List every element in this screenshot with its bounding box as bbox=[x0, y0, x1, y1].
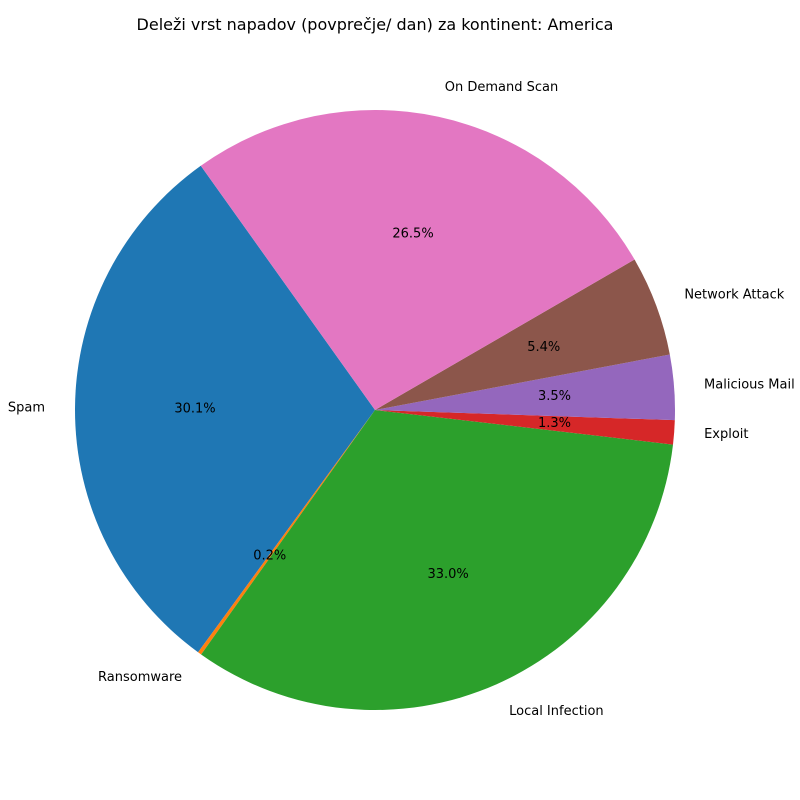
slice-network-attack bbox=[375, 259, 670, 410]
slice-percent-on-demand-scan: 26.5% bbox=[392, 227, 433, 242]
slice-percent-spam: 30.1% bbox=[174, 401, 215, 416]
slice-malicious-mail bbox=[375, 354, 676, 421]
slice-label-malicious-mail: Malicious Mail bbox=[704, 377, 795, 392]
slice-label-on-demand-scan: On Demand Scan bbox=[445, 80, 558, 95]
slice-label-local-infection: Local Infection bbox=[509, 704, 604, 719]
slice-spam bbox=[75, 165, 376, 653]
slice-percent-network-attack: 5.4% bbox=[527, 340, 560, 355]
slice-on-demand-scan bbox=[200, 109, 635, 411]
slice-exploit bbox=[375, 410, 675, 445]
slice-percent-exploit: 1.3% bbox=[538, 416, 571, 431]
pie-slices bbox=[75, 109, 676, 710]
slice-percent-local-infection: 33.0% bbox=[427, 567, 468, 582]
slice-label-ransomware: Ransomware bbox=[98, 670, 182, 685]
slice-percent-malicious-mail: 3.5% bbox=[538, 389, 571, 404]
chart-title: Deleži vrst napadov (povprečje/ dan) za … bbox=[137, 15, 614, 34]
slice-local-infection bbox=[201, 410, 673, 710]
pie-labels: Spam 30.1% Ransomware 0.2% Local Infection 33… bbox=[8, 80, 795, 719]
slice-label-exploit: Exploit bbox=[704, 427, 748, 442]
slice-ransomware bbox=[198, 410, 375, 655]
slice-label-network-attack: Network Attack bbox=[684, 288, 784, 303]
slice-label-spam: Spam bbox=[8, 401, 45, 416]
slice-percent-ransomware: 0.2% bbox=[253, 549, 286, 564]
